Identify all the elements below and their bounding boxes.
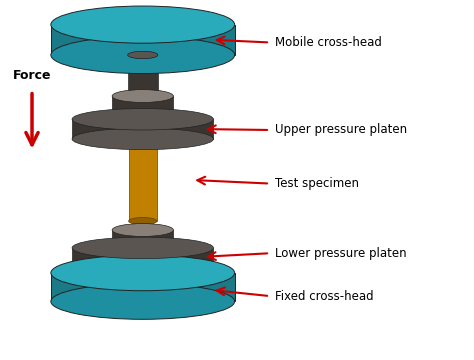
Ellipse shape	[51, 36, 235, 73]
Polygon shape	[112, 230, 173, 249]
Polygon shape	[51, 273, 235, 301]
Text: Lower pressure platen: Lower pressure platen	[275, 247, 406, 260]
Text: Upper pressure platen: Upper pressure platen	[275, 123, 407, 136]
Text: Force: Force	[13, 69, 51, 82]
Ellipse shape	[128, 217, 157, 225]
Ellipse shape	[72, 128, 213, 150]
Ellipse shape	[51, 255, 235, 291]
Ellipse shape	[72, 237, 213, 258]
Ellipse shape	[128, 51, 158, 59]
Ellipse shape	[72, 255, 213, 276]
Polygon shape	[128, 55, 158, 96]
Text: Mobile cross-head: Mobile cross-head	[275, 36, 382, 49]
Ellipse shape	[51, 284, 235, 319]
Ellipse shape	[112, 224, 173, 237]
Ellipse shape	[128, 135, 157, 143]
Polygon shape	[72, 119, 213, 139]
Polygon shape	[51, 24, 235, 55]
Ellipse shape	[72, 109, 213, 130]
Ellipse shape	[112, 243, 173, 256]
Text: Fixed cross-head: Fixed cross-head	[275, 289, 374, 303]
Polygon shape	[128, 139, 157, 221]
Ellipse shape	[51, 6, 235, 43]
Polygon shape	[132, 139, 153, 221]
Polygon shape	[112, 96, 173, 116]
Text: Test specimen: Test specimen	[275, 177, 359, 190]
Ellipse shape	[112, 109, 173, 122]
Ellipse shape	[112, 90, 173, 103]
Polygon shape	[72, 248, 213, 266]
